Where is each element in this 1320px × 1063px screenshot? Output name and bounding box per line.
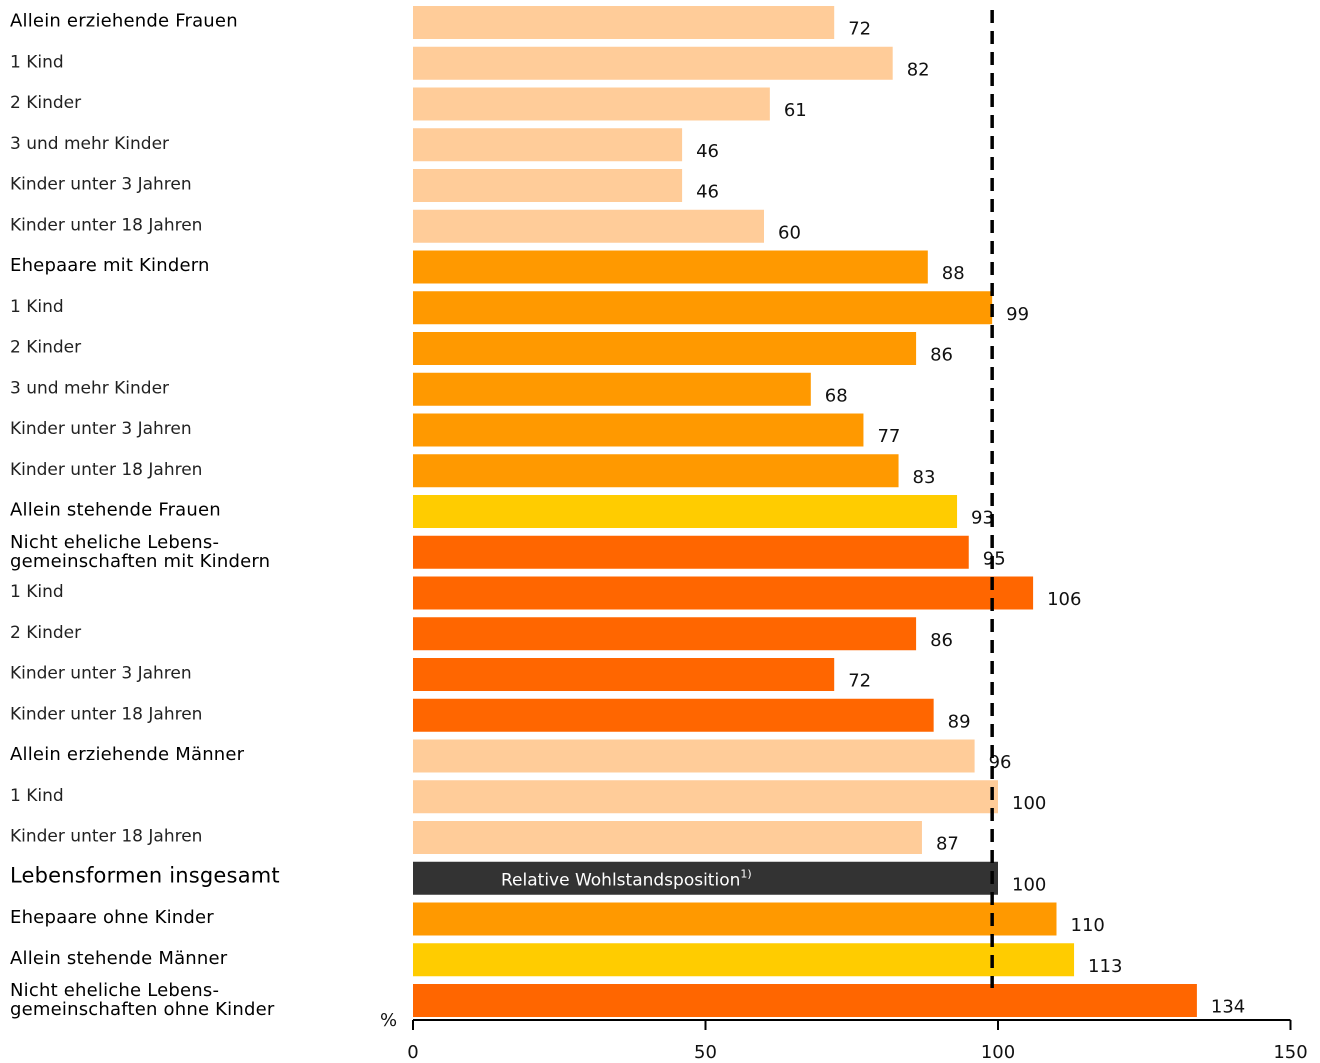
bar-21 xyxy=(413,861,998,895)
value-label-8: 86 xyxy=(930,345,953,366)
category-label-3: 3 und mehr Kinder xyxy=(10,134,169,154)
bar-17 xyxy=(413,698,934,732)
bar-6 xyxy=(413,250,928,284)
value-label-16: 72 xyxy=(848,671,871,692)
value-label-5: 60 xyxy=(778,222,801,243)
value-label-11: 83 xyxy=(913,467,936,488)
value-label-21: 100 xyxy=(1012,874,1046,895)
bar-20 xyxy=(413,821,922,854)
value-label-23: 113 xyxy=(1088,956,1122,977)
value-label-13: 95 xyxy=(983,548,1006,569)
category-label-15: 2 Kinder xyxy=(10,623,81,643)
x-tick-label-0: 0 xyxy=(407,1042,418,1063)
value-label-22: 110 xyxy=(1071,915,1105,936)
value-label-4: 46 xyxy=(696,182,719,203)
inbar-annotation: Relative Wohlstandsposition1) xyxy=(501,867,752,890)
category-labels: Allein erziehende Frauen 1 Kind 2 Kinder 3 … xyxy=(10,11,280,1021)
x-tick-label-3: 150 xyxy=(1273,1042,1307,1063)
category-label-12: Allein stehende Frauen xyxy=(10,500,221,521)
value-label-6: 88 xyxy=(942,263,965,284)
value-label-24: 134 xyxy=(1211,997,1245,1018)
bar-14 xyxy=(413,576,1034,610)
unit-label: % xyxy=(380,1010,397,1031)
category-label-23: Allein stehende Männer xyxy=(10,948,228,969)
x-axis: 0 50 100 150% xyxy=(380,1010,1308,1063)
category-label-5: Kinder unter 18 Jahren xyxy=(10,215,202,235)
bar-12 xyxy=(413,495,958,528)
bar-23 xyxy=(413,943,1075,977)
bar-13 xyxy=(413,535,969,569)
category-label-0: Allein erziehende Frauen xyxy=(10,11,238,32)
x-tick-label-2: 100 xyxy=(981,1042,1015,1063)
value-label-0: 72 xyxy=(848,19,871,40)
value-label-19: 100 xyxy=(1012,793,1046,814)
category-label-8: 2 Kinder xyxy=(10,338,81,358)
category-label-9: 3 und mehr Kinder xyxy=(10,378,169,398)
value-label-9: 68 xyxy=(825,385,848,406)
bar-22 xyxy=(413,902,1057,936)
value-label-12: 93 xyxy=(971,508,994,529)
category-label-4: Kinder unter 3 Jahren xyxy=(10,175,192,195)
value-labels: 7282614646608899866877839395106867289961… xyxy=(696,19,1245,1018)
value-label-20: 87 xyxy=(936,834,959,855)
bar-2 xyxy=(413,87,770,121)
category-label-19: 1 Kind xyxy=(10,786,64,806)
bar-11 xyxy=(413,454,899,488)
category-label-21: Lebensformen insgesamt xyxy=(10,863,280,887)
category-label-10: Kinder unter 3 Jahren xyxy=(10,419,192,439)
value-label-1: 82 xyxy=(907,59,930,80)
category-label-16: Kinder unter 3 Jahren xyxy=(10,664,192,684)
bar-4 xyxy=(413,169,683,202)
category-label-11: Kinder unter 18 Jahren xyxy=(10,460,202,480)
value-label-15: 86 xyxy=(930,630,953,651)
value-label-7: 99 xyxy=(1006,304,1029,325)
category-label-2: 2 Kinder xyxy=(10,93,81,113)
value-label-10: 77 xyxy=(877,426,900,447)
x-tick-label-1: 50 xyxy=(694,1042,717,1063)
category-label-6: Ehepaare mit Kindern xyxy=(10,255,210,276)
category-label-22: Ehepaare ohne Kinder xyxy=(10,907,214,928)
category-label-18: Allein erziehende Männer xyxy=(10,744,245,765)
bar-24 xyxy=(413,984,1197,1017)
value-label-3: 46 xyxy=(696,141,719,162)
bar-15 xyxy=(413,617,917,651)
bar-16 xyxy=(413,658,835,691)
category-label-24: Nicht eheliche Lebens-gemeinschaften ohn… xyxy=(10,980,275,1020)
category-label-1: 1 Kind xyxy=(10,52,64,72)
category-label-13: Nicht eheliche Lebens-gemeinschaften mit… xyxy=(10,532,270,572)
bar-0 xyxy=(413,6,835,39)
category-label-7: 1 Kind xyxy=(10,297,64,317)
bar-9 xyxy=(413,372,811,406)
value-label-14: 106 xyxy=(1047,589,1081,610)
category-label-17: Kinder unter 18 Jahren xyxy=(10,704,202,724)
value-label-2: 61 xyxy=(784,100,807,121)
category-label-14: 1 Kind xyxy=(10,582,64,602)
bars-layer: Relative Wohlstandsposition1) xyxy=(413,6,1197,1017)
value-label-18: 96 xyxy=(989,752,1012,773)
category-label-20: Kinder unter 18 Jahren xyxy=(10,827,202,847)
bar-18 xyxy=(413,739,975,773)
bar-5 xyxy=(413,209,764,243)
bar-19 xyxy=(413,780,998,814)
value-label-17: 89 xyxy=(948,711,971,732)
bar-3 xyxy=(413,128,683,162)
bar-8 xyxy=(413,332,917,365)
bar-7 xyxy=(413,291,993,325)
bar-10 xyxy=(413,413,864,447)
bar-1 xyxy=(413,46,893,80)
